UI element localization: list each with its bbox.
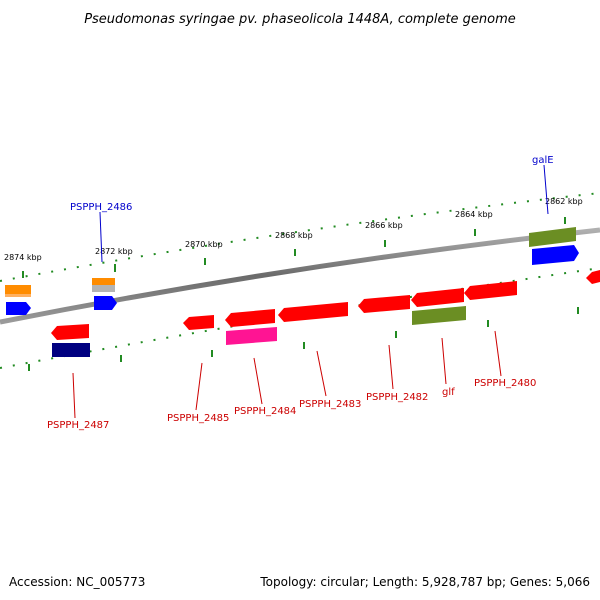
gene-feature[interactable] <box>94 296 117 310</box>
lower-features <box>51 270 600 357</box>
gene-feature[interactable] <box>278 302 348 322</box>
gene-label-pspph-2484[interactable]: PSPPH_2484 <box>234 406 296 417</box>
gene-feature[interactable] <box>529 227 576 247</box>
gene-feature[interactable] <box>183 315 214 330</box>
leader-line <box>99 211 103 263</box>
leader-line <box>543 164 549 215</box>
label-leaders <box>72 164 549 419</box>
scale-label: 2866 kbp <box>365 221 403 230</box>
gene-feature[interactable] <box>412 306 466 325</box>
genome-backbone <box>0 227 600 325</box>
gene-feature[interactable] <box>411 288 464 307</box>
gene-label-pspph-2483[interactable]: PSPPH_2483 <box>299 399 361 410</box>
gene-feature[interactable] <box>92 278 115 287</box>
gene-feature[interactable] <box>51 324 89 340</box>
gene-label-pspph-2480[interactable]: PSPPH_2480 <box>474 378 536 389</box>
leader-line <box>316 350 327 397</box>
leader-line <box>494 330 502 377</box>
gene-labels: PSPPH_2486 galE PSPPH_2487 PSPPH_2485 PS… <box>47 155 554 431</box>
gene-feature[interactable] <box>358 295 410 313</box>
gene-label-pspph-2482[interactable]: PSPPH_2482 <box>366 392 428 403</box>
bottom-scale <box>0 267 600 371</box>
scale-label: 2864 kbp <box>455 210 493 219</box>
gene-label-pspph-2485[interactable]: PSPPH_2485 <box>167 413 229 424</box>
gene-feature-shade <box>5 294 31 297</box>
gene-label-pspph-2487[interactable]: PSPPH_2487 <box>47 420 109 431</box>
accession-text: Accession: NC_005773 <box>9 575 145 589</box>
scale-label: 2872 kbp <box>95 247 133 256</box>
gene-label-gale[interactable]: galE <box>532 155 554 166</box>
upper-features <box>5 227 579 315</box>
map-title: Pseudomonas syringae pv. phaseolicola 14… <box>84 12 516 27</box>
gene-feature[interactable] <box>532 245 579 265</box>
top-scale: 2874 kbp 2872 kbp 2870 kbp 2868 kbp 2866… <box>0 192 600 282</box>
gene-label-pspph-2486[interactable]: PSPPH_2486 <box>70 202 132 213</box>
scale-label: 2868 kbp <box>275 231 313 240</box>
gene-feature[interactable] <box>6 302 31 315</box>
top-scale-dots <box>0 192 600 282</box>
genome-summary-text: Topology: circular; Length: 5,928,787 bp… <box>259 575 590 589</box>
leader-line <box>72 372 76 419</box>
gene-feature[interactable] <box>226 327 277 345</box>
leader-line <box>195 362 203 411</box>
scale-label: 2862 kbp <box>545 197 583 206</box>
scale-label: 2874 kbp <box>4 253 42 262</box>
leader-line <box>441 337 447 385</box>
leader-line <box>388 344 394 390</box>
gene-label-glf[interactable]: glf <box>442 387 455 398</box>
gene-feature[interactable] <box>5 285 31 296</box>
gene-feature[interactable] <box>586 270 600 284</box>
gene-feature[interactable] <box>52 343 90 357</box>
scale-label: 2870 kbp <box>185 240 223 249</box>
gene-feature[interactable] <box>225 309 275 327</box>
leader-line <box>253 357 263 405</box>
gene-feature[interactable] <box>92 285 115 292</box>
gene-feature[interactable] <box>464 281 517 300</box>
